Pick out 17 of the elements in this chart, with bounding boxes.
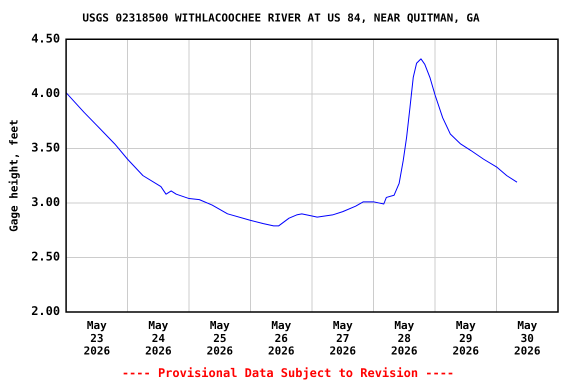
y-tick-label: 4.50 bbox=[31, 31, 60, 46]
text: ---- Provisional Data Subject to Revision ---- bbox=[120, 366, 456, 380]
x-tick-label: May 29 2026 bbox=[452, 319, 480, 358]
x-tick-label: May 25 2026 bbox=[206, 319, 234, 358]
x-tick-label: May 23 2026 bbox=[84, 319, 110, 358]
y-tick-label: 3.00 bbox=[31, 195, 60, 210]
y-tick-label: 2.00 bbox=[31, 304, 60, 318]
y-tick-label: 2.50 bbox=[31, 250, 60, 264]
y-axis-title: Gage height, feet bbox=[7, 119, 20, 232]
y-tick-label: 4.00 bbox=[31, 86, 60, 100]
x-tick-label: May 24 2026 bbox=[145, 319, 172, 358]
x-tick-label: May 27 2026 bbox=[330, 319, 356, 358]
x-tick-label: May 26 2026 bbox=[268, 319, 295, 358]
x-tick-label: May 28 2026 bbox=[391, 319, 418, 358]
y-tick-label: 3.50 bbox=[31, 140, 60, 154]
x-tick-label: May 30 2026 bbox=[514, 319, 541, 358]
chart-title: USGS 02318500 WITHLACOOCHEE RIVER AT US 84, NEAR QUITMAN, GA bbox=[82, 11, 480, 24]
